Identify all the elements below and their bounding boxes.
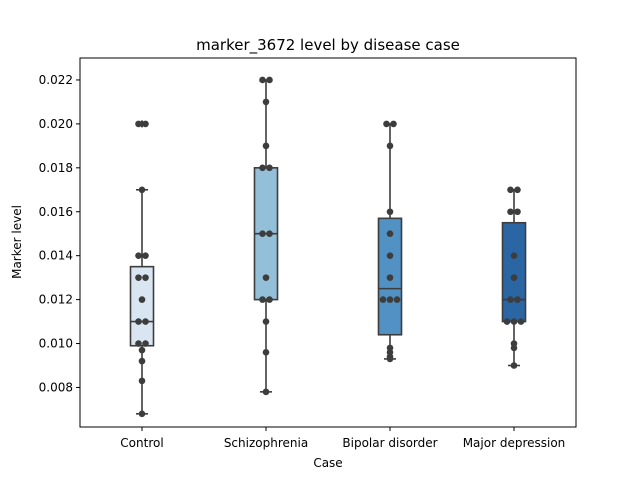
data-point bbox=[514, 186, 521, 194]
swarm-group-3 bbox=[379, 120, 401, 363]
swarm-group-4 bbox=[503, 186, 525, 369]
x-axis-label: Case bbox=[313, 456, 342, 470]
y-tick-label: 0.018 bbox=[39, 161, 73, 175]
data-point bbox=[503, 318, 511, 325]
data-point bbox=[142, 252, 149, 259]
data-point bbox=[259, 76, 266, 84]
data-point bbox=[386, 230, 394, 238]
data-point bbox=[135, 274, 142, 281]
data-point bbox=[507, 296, 514, 303]
data-point bbox=[259, 296, 266, 303]
data-point bbox=[507, 208, 514, 216]
data-point bbox=[390, 120, 397, 128]
data-point bbox=[262, 318, 270, 325]
data-point bbox=[262, 98, 270, 106]
data-point bbox=[135, 318, 142, 325]
x-tick-label: Bipolar disorder bbox=[342, 436, 437, 450]
plot-area bbox=[129, 76, 527, 418]
data-point bbox=[514, 208, 521, 216]
y-tick-label: 0.010 bbox=[39, 337, 73, 351]
data-point bbox=[138, 296, 146, 303]
data-point bbox=[262, 388, 270, 396]
data-point bbox=[262, 142, 270, 150]
plot-frame bbox=[79, 57, 577, 428]
data-point bbox=[138, 346, 146, 354]
swarm-group-1 bbox=[135, 120, 149, 418]
data-point bbox=[135, 340, 142, 347]
data-point bbox=[142, 318, 149, 325]
y-tick-label: 0.014 bbox=[39, 249, 73, 263]
data-point bbox=[510, 252, 518, 259]
data-point bbox=[386, 208, 394, 216]
data-point bbox=[514, 296, 521, 303]
data-point bbox=[510, 318, 518, 325]
data-point bbox=[262, 349, 270, 356]
data-point bbox=[386, 142, 394, 150]
swarm-group-2 bbox=[259, 76, 273, 396]
x-tick-label: Major depression bbox=[463, 436, 566, 450]
y-tick-label: 0.020 bbox=[39, 117, 73, 131]
data-point bbox=[266, 76, 273, 84]
y-tick-label: 0.012 bbox=[39, 293, 73, 307]
data-point bbox=[517, 318, 525, 325]
data-point bbox=[259, 230, 266, 238]
data-point bbox=[142, 340, 149, 347]
y-tick-label: 0.022 bbox=[39, 73, 73, 87]
data-point bbox=[510, 344, 518, 352]
data-point bbox=[386, 252, 394, 259]
data-point bbox=[386, 274, 394, 281]
data-point bbox=[386, 355, 394, 363]
x-tick-label: Control bbox=[120, 436, 163, 450]
data-point bbox=[135, 252, 142, 259]
data-point bbox=[507, 186, 514, 194]
data-point bbox=[510, 362, 518, 369]
data-point bbox=[383, 120, 390, 128]
x-tick-label: Schizophrenia bbox=[224, 436, 308, 450]
box-group-1 bbox=[129, 119, 155, 415]
box-group-2 bbox=[253, 79, 279, 393]
data-point bbox=[135, 120, 142, 128]
data-point bbox=[262, 274, 270, 281]
data-point bbox=[386, 296, 394, 303]
data-point bbox=[510, 274, 518, 281]
data-point bbox=[266, 164, 273, 172]
data-point bbox=[138, 410, 146, 418]
y-tick-label: 0.016 bbox=[39, 205, 73, 219]
data-point bbox=[138, 357, 146, 365]
data-point bbox=[259, 164, 266, 172]
y-axis-label: Marker level bbox=[10, 205, 24, 279]
iqr-box bbox=[129, 265, 155, 347]
iqr-box bbox=[501, 221, 527, 323]
data-point bbox=[142, 120, 149, 128]
data-point bbox=[138, 186, 146, 194]
data-point bbox=[379, 296, 387, 303]
y-tick-label: 0.008 bbox=[39, 380, 73, 394]
box-group-3 bbox=[377, 123, 403, 360]
data-point bbox=[142, 274, 149, 281]
data-point bbox=[393, 296, 401, 303]
chart-title: marker_3672 level by disease case bbox=[196, 36, 460, 55]
axes: 0.008 0.010 0.012 0.014 0.016 0.018 0.020 0.022… bbox=[39, 73, 566, 450]
data-point bbox=[266, 296, 273, 303]
data-point bbox=[138, 377, 146, 385]
data-point bbox=[266, 230, 273, 238]
